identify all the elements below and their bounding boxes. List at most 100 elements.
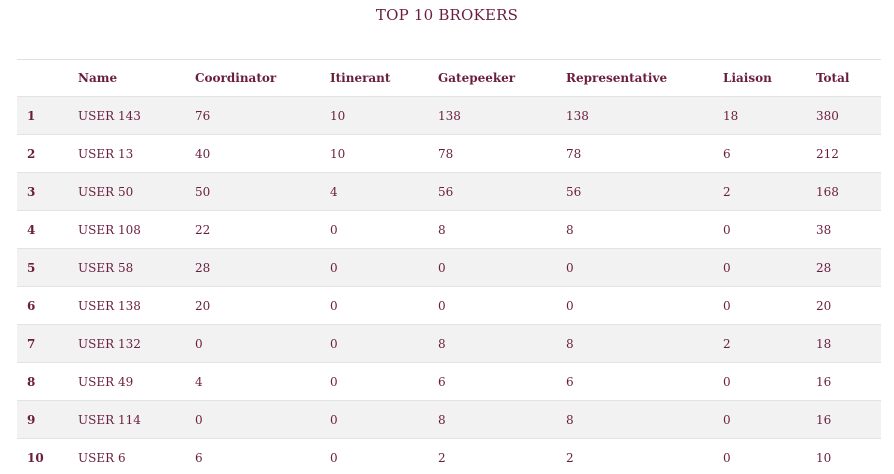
page-title: TOP 10 BROKERS: [375, 6, 519, 24]
cell-total: 28: [816, 260, 832, 275]
cell-gatepeeker: 6: [438, 374, 446, 389]
cell-total: 18: [816, 336, 832, 351]
cell-gatepeeker: 138: [438, 108, 461, 123]
cell-liaison: 6: [723, 146, 731, 161]
header-rank[interactable]: [17, 60, 78, 97]
header-itinerant[interactable]: Itinerant: [330, 71, 391, 85]
cell-representative: 138: [566, 108, 589, 123]
table-row: 1 USER 143 76 10 138 138 18 380: [17, 96, 881, 135]
cell-gatepeeker: 56: [438, 184, 454, 199]
cell-rank: 3: [27, 184, 36, 199]
table-row: 10 USER 6 6 0 2 2 0 10: [17, 438, 881, 474]
cell-rank: 2: [27, 146, 36, 161]
cell-representative: 8: [566, 336, 574, 351]
header-gatepeeker[interactable]: Gatepeeker: [438, 71, 516, 85]
cell-rank: 7: [27, 336, 36, 351]
cell-gatepeeker: 8: [438, 222, 446, 237]
cell-coordinator: 28: [195, 260, 211, 275]
cell-name: USER 108: [78, 222, 141, 237]
table-row: 9 USER 114 0 0 8 8 0 16: [17, 400, 881, 439]
cell-total: 380: [816, 108, 839, 123]
cell-representative: 6: [566, 374, 574, 389]
cell-itinerant: 4: [330, 184, 338, 199]
cell-name: USER 13: [78, 146, 134, 161]
cell-name: USER 50: [78, 184, 134, 199]
table-row: 2 USER 13 40 10 78 78 6 212: [17, 134, 881, 173]
header-total[interactable]: Total: [816, 71, 850, 85]
header-name[interactable]: Name: [78, 71, 118, 85]
cell-coordinator: 0: [195, 412, 203, 427]
cell-representative: 8: [566, 222, 574, 237]
cell-liaison: 0: [723, 260, 731, 275]
header-representative[interactable]: Representative: [566, 71, 668, 85]
cell-total: 20: [816, 298, 832, 313]
cell-liaison: 0: [723, 412, 731, 427]
cell-total: 212: [816, 146, 839, 161]
cell-name: USER 143: [78, 108, 141, 123]
cell-representative: 56: [566, 184, 582, 199]
cell-rank: 1: [27, 108, 36, 123]
cell-representative: 8: [566, 412, 574, 427]
cell-liaison: 0: [723, 222, 731, 237]
cell-gatepeeker: 0: [438, 298, 446, 313]
header-coordinator[interactable]: Coordinator: [195, 71, 277, 85]
cell-total: 16: [816, 412, 832, 427]
cell-itinerant: 10: [330, 108, 346, 123]
cell-name: USER 114: [78, 412, 141, 427]
cell-liaison: 18: [723, 108, 739, 123]
cell-itinerant: 0: [330, 450, 338, 465]
cell-liaison: 2: [723, 336, 731, 351]
cell-name: USER 138: [78, 298, 141, 313]
cell-total: 16: [816, 374, 832, 389]
cell-gatepeeker: 8: [438, 336, 446, 351]
cell-coordinator: 22: [195, 222, 211, 237]
cell-representative: 2: [566, 450, 574, 465]
brokers-table: Name Coordinator Itinerant Gatepeeker Re…: [17, 59, 881, 474]
cell-coordinator: 40: [195, 146, 211, 161]
table-row: 3 USER 50 50 4 56 56 2 168: [17, 172, 881, 211]
cell-gatepeeker: 78: [438, 146, 454, 161]
cell-rank: 9: [27, 412, 36, 427]
cell-itinerant: 0: [330, 412, 338, 427]
cell-rank: 6: [27, 298, 36, 313]
cell-liaison: 0: [723, 298, 731, 313]
cell-representative: 0: [566, 298, 574, 313]
cell-rank: 5: [27, 260, 36, 275]
cell-name: USER 58: [78, 260, 134, 275]
cell-itinerant: 10: [330, 146, 346, 161]
cell-coordinator: 76: [195, 108, 211, 123]
table-row: 6 USER 138 20 0 0 0 0 20: [17, 286, 881, 325]
cell-liaison: 0: [723, 374, 731, 389]
cell-liaison: 0: [723, 450, 731, 465]
cell-name: USER 49: [78, 374, 134, 389]
cell-itinerant: 0: [330, 260, 338, 275]
cell-itinerant: 0: [330, 374, 338, 389]
table-row: 8 USER 49 4 0 6 6 0 16: [17, 362, 881, 401]
cell-representative: 0: [566, 260, 574, 275]
table-row: 7 USER 132 0 0 8 8 2 18: [17, 324, 881, 363]
cell-coordinator: 6: [195, 450, 203, 465]
cell-gatepeeker: 2: [438, 450, 446, 465]
cell-itinerant: 0: [330, 336, 338, 351]
cell-gatepeeker: 0: [438, 260, 446, 275]
cell-total: 38: [816, 222, 832, 237]
cell-coordinator: 20: [195, 298, 211, 313]
cell-total: 168: [816, 184, 839, 199]
cell-coordinator: 4: [195, 374, 203, 389]
table-row: 4 USER 108 22 0 8 8 0 38: [17, 210, 881, 249]
table-header: Name Coordinator Itinerant Gatepeeker Re…: [17, 59, 881, 97]
cell-rank: 10: [27, 450, 44, 465]
cell-itinerant: 0: [330, 298, 338, 313]
cell-gatepeeker: 8: [438, 412, 446, 427]
cell-representative: 78: [566, 146, 582, 161]
cell-rank: 4: [27, 222, 36, 237]
cell-liaison: 2: [723, 184, 731, 199]
cell-coordinator: 0: [195, 336, 203, 351]
table-row: 5 USER 58 28 0 0 0 0 28: [17, 248, 881, 287]
cell-name: USER 132: [78, 336, 141, 351]
header-liaison[interactable]: Liaison: [723, 71, 772, 85]
cell-total: 10: [816, 450, 832, 465]
header-row: Name Coordinator Itinerant Gatepeeker Re…: [17, 59, 881, 97]
table-body: 1 USER 143 76 10 138 138 18 380 2 USER 13 40 10 78 78…: [17, 96, 881, 474]
